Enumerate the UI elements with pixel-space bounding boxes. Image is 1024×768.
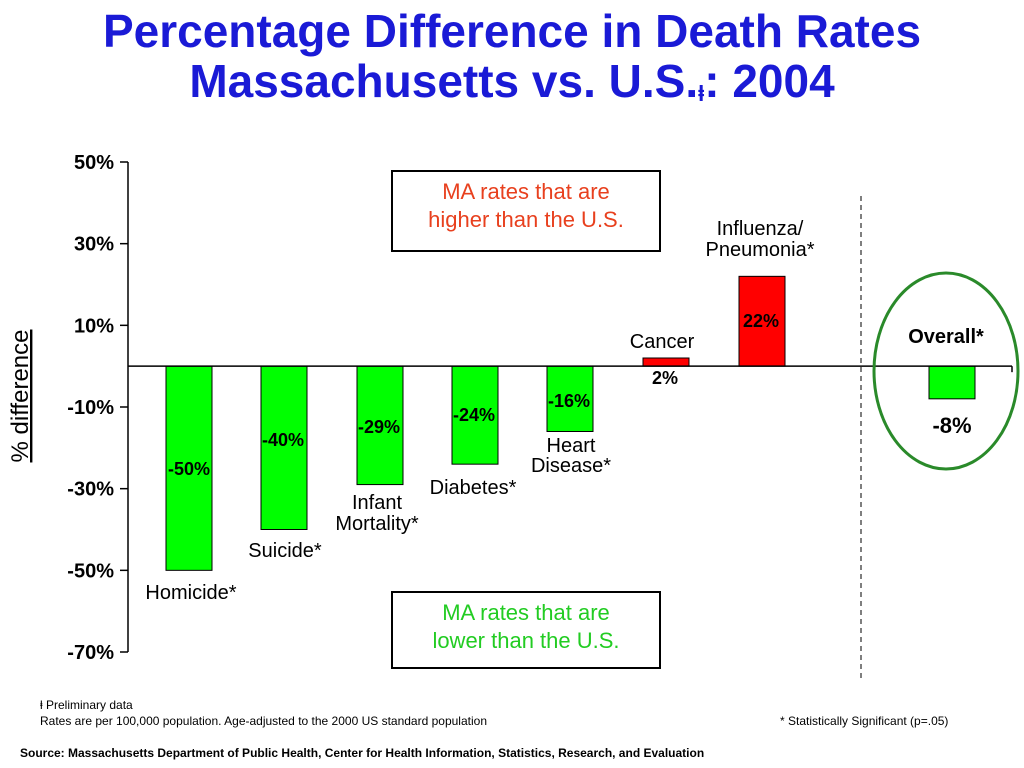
bar bbox=[642, 357, 690, 367]
y-tick-label: -30% bbox=[67, 479, 114, 501]
source-note: Source: Massachusetts Department of Publ… bbox=[20, 746, 705, 760]
bar bbox=[260, 365, 308, 530]
bar bbox=[738, 275, 786, 367]
category-label: Diabetes* bbox=[430, 477, 517, 499]
lower-rates-line-2: lower than the U.S. bbox=[432, 628, 620, 653]
category-label: Cancer bbox=[630, 331, 695, 353]
higher-rates-line-2: higher than the U.S. bbox=[428, 207, 624, 232]
chart-title: Percentage Difference in Death Rates Mas… bbox=[0, 6, 1024, 115]
category-label: Suicide* bbox=[248, 540, 322, 562]
significance-note: * Statistically Significant (p=.05) bbox=[780, 714, 949, 728]
category-label: Infant bbox=[352, 492, 402, 514]
category-label: Heart bbox=[547, 435, 596, 457]
category-label: Pneumonia* bbox=[706, 239, 815, 261]
data-label: -8% bbox=[932, 413, 971, 438]
bar bbox=[451, 365, 499, 465]
title-line-1: Percentage Difference in Death Rates bbox=[102, 5, 922, 57]
bar bbox=[546, 365, 594, 432]
lower-rates-box: MA rates that are lower than the U.S. bbox=[391, 591, 661, 669]
higher-rates-line-1: MA rates that are bbox=[442, 179, 610, 204]
higher-rates-box: MA rates that are higher than the U.S. bbox=[391, 170, 661, 252]
y-tick-label: -10% bbox=[67, 397, 114, 419]
data-label: -24% bbox=[453, 405, 495, 425]
data-label: -16% bbox=[548, 391, 590, 411]
data-label: -40% bbox=[262, 430, 304, 450]
y-tick-label: -70% bbox=[67, 642, 114, 664]
y-tick-label: 30% bbox=[74, 234, 114, 256]
category-label: Overall* bbox=[908, 326, 984, 348]
data-label: -29% bbox=[358, 417, 400, 437]
title-line-2-main: Massachusetts vs. U.S. bbox=[189, 55, 699, 107]
overall-highlight-circle bbox=[872, 271, 1020, 471]
title-line-2: Massachusetts vs. U.S.ⱡ: 2004 bbox=[0, 56, 1024, 115]
data-label: -50% bbox=[168, 459, 210, 479]
bar bbox=[356, 365, 404, 486]
y-tick-label: 10% bbox=[74, 315, 114, 337]
data-label: 22% bbox=[743, 311, 779, 331]
preliminary-note: ⱡ Preliminary data bbox=[40, 698, 133, 712]
preliminary-mark: ⱡ bbox=[698, 81, 705, 106]
bar bbox=[165, 365, 213, 571]
category-label: Mortality* bbox=[335, 513, 419, 535]
y-axis-title: % difference bbox=[7, 330, 34, 463]
y-tick-label: 50% bbox=[74, 152, 114, 174]
y-tick-label: -50% bbox=[67, 560, 114, 582]
lower-rates-line-1: MA rates that are bbox=[442, 600, 610, 625]
title-line-2-end: : 2004 bbox=[704, 55, 835, 107]
category-label: Homicide* bbox=[145, 582, 236, 604]
category-label: Disease* bbox=[531, 455, 611, 477]
bar bbox=[928, 365, 976, 400]
category-label: Influenza/ bbox=[717, 218, 804, 240]
rates-note: Rates are per 100,000 population. Age-ad… bbox=[40, 714, 487, 728]
data-label: 2% bbox=[652, 368, 678, 388]
